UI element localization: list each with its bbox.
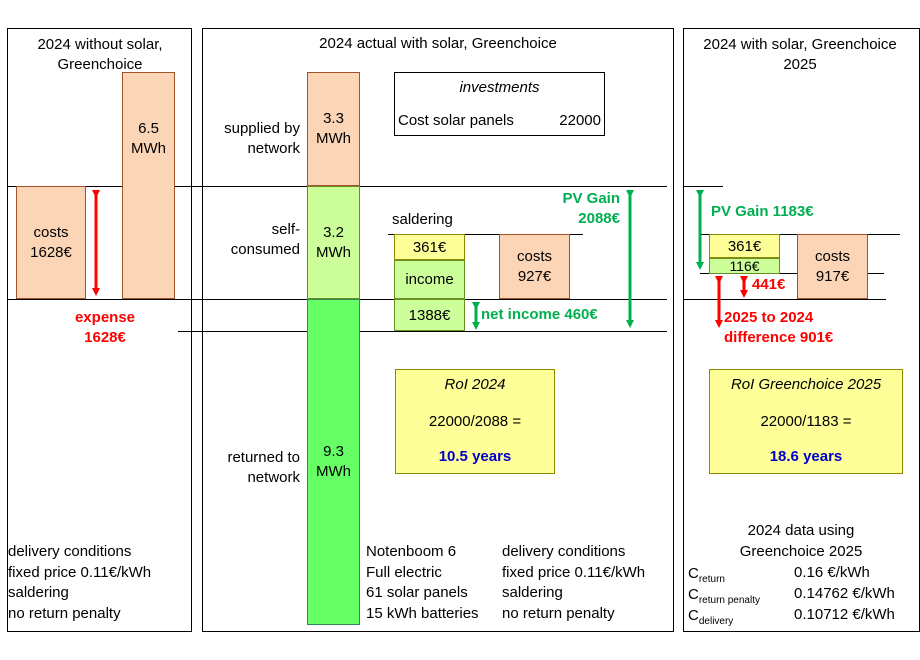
left-expense-label: expense 1628€ <box>74 309 136 346</box>
roi-2024-result: 10.5 years <box>438 448 512 465</box>
self-consumed-unit: MWh <box>316 244 351 261</box>
middle-costs-value: 927€ <box>517 267 552 285</box>
left-panel-title: 2024 without solar, Greenchoice <box>37 36 163 73</box>
line-right-costs-bottom <box>700 273 884 274</box>
right-penalty-value: 116€ <box>729 258 760 274</box>
house-info-3: 61 solar panels <box>366 584 468 601</box>
rate-return-penalty-value: 0.14762 €/kWh <box>794 585 895 602</box>
panel-greenchoice-2025 <box>683 28 920 632</box>
pv-gain-label: PV Gain 2088€ <box>562 190 620 227</box>
supplied-bar: 3.3 MWh <box>307 72 360 186</box>
returned-bar: 9.3 MWh <box>307 299 360 625</box>
income-label: income <box>405 271 454 288</box>
middle-condition-4: no return penalty <box>502 604 615 622</box>
roi-2025-result: 18.6 years <box>769 448 843 465</box>
line-saldering-top <box>388 234 583 235</box>
house-info: Notenboom 6 Full electric 61 solar panel… <box>366 542 479 624</box>
returned-value: 9.3 <box>323 443 344 460</box>
left-mwh-unit: MWh <box>131 140 166 157</box>
roi-2025-title: RoI Greenchoice 2025 <box>730 376 882 393</box>
rate-delivery: Cdelivery <box>688 607 734 627</box>
saldering-value: 361€ <box>412 238 447 256</box>
middle-panel-title: 2024 actual with solar, Greenchoice <box>319 35 557 52</box>
roi-2024-title: RoI 2024 <box>444 376 506 393</box>
returned-label: returned to network <box>227 449 300 486</box>
net-income-label: net income 460€ <box>481 306 598 323</box>
right-costs-label: costs <box>814 247 850 265</box>
right-costs-box: costs 917€ <box>797 234 868 299</box>
right-pv-gain-label: PV Gain 1183€ <box>711 203 814 220</box>
investments-title: investments <box>459 79 540 96</box>
left-costs-box: costs 1628€ <box>16 186 86 299</box>
right-saldering-value: 361€ <box>727 237 762 255</box>
line-top-level-right <box>683 186 723 187</box>
left-condition-4: no return penalty <box>8 604 121 622</box>
roi-2025-formula: 22000/1183 = <box>760 413 852 430</box>
supplied-label: supplied by network <box>224 120 300 157</box>
left-costs-label: costs <box>33 223 69 241</box>
house-info-1: Notenboom 6 <box>366 543 457 560</box>
middle-costs-box: costs 927€ <box>499 234 570 299</box>
right-saldering-box: 361€ <box>709 234 780 258</box>
left-condition-3: saldering <box>8 584 69 601</box>
house-info-4: 15 kWh batteries <box>366 604 479 622</box>
middle-condition-3: saldering <box>502 584 563 601</box>
right-difference-label: 2025 to 2024 difference 901€ <box>724 309 834 346</box>
investments-box: investments Cost solar panels 22000 <box>394 72 605 136</box>
self-consumed-label: self-consumed <box>230 221 300 258</box>
right-costs-value: 917€ <box>815 267 850 285</box>
returned-unit: MWh <box>316 463 351 480</box>
right-penalty-box: 116€ <box>709 258 780 274</box>
roi-2025-box: RoI Greenchoice 2025 22000/1183 = 18.6 y… <box>709 369 903 474</box>
self-consumed-bar: 3.2 MWh <box>307 186 360 299</box>
left-conditions: delivery conditions fixed price 0.11€/kW… <box>8 542 151 624</box>
roi-2024-formula: 22000/2088 = <box>428 413 522 430</box>
saldering-label: saldering <box>392 211 453 228</box>
rate-return: Creturn <box>688 565 725 585</box>
right-data-title: 2024 data using Greenchoice 2025 <box>739 522 863 560</box>
middle-condition-1: delivery conditions <box>502 543 626 560</box>
left-condition-2: fixed price 0.11€/kWh <box>8 563 152 581</box>
right-diff-small: 441€ <box>752 276 786 293</box>
right-panel-title: 2024 with solar, Greenchoice 2025 <box>703 36 897 73</box>
middle-costs-label: costs <box>516 247 552 265</box>
house-info-2: Full electric <box>366 563 442 581</box>
income-value-box: 1388€ <box>394 299 465 331</box>
investments-item: Cost solar panels <box>398 112 514 129</box>
left-mwh-value: 6.5 <box>138 120 159 137</box>
self-consumed-value: 3.2 <box>323 224 344 241</box>
saldering-box: 361€ <box>394 234 465 260</box>
rate-delivery-value: 0.10712 €/kWh <box>794 606 895 623</box>
rate-return-penalty: Creturn penalty <box>688 586 760 606</box>
left-condition-1: delivery conditions <box>8 543 132 560</box>
supplied-value: 3.3 <box>323 110 344 127</box>
supplied-unit: MWh <box>316 130 351 147</box>
left-costs-value: 1628€ <box>30 243 72 261</box>
line-middle-level-right <box>683 299 886 300</box>
investments-value: 22000 <box>559 112 601 129</box>
middle-conditions: delivery conditions fixed price 0.11€/kW… <box>502 542 645 624</box>
roi-2024-box: RoI 2024 22000/2088 = 10.5 years <box>395 369 555 474</box>
middle-condition-2: fixed price 0.11€/kWh <box>502 563 646 581</box>
income-value: 1388€ <box>408 306 451 324</box>
income-box: income <box>394 260 465 299</box>
left-consumption-bar: 6.5 MWh <box>122 72 175 299</box>
line-lower-level <box>178 331 667 332</box>
rate-return-value: 0.16 €/kWh <box>794 564 870 581</box>
